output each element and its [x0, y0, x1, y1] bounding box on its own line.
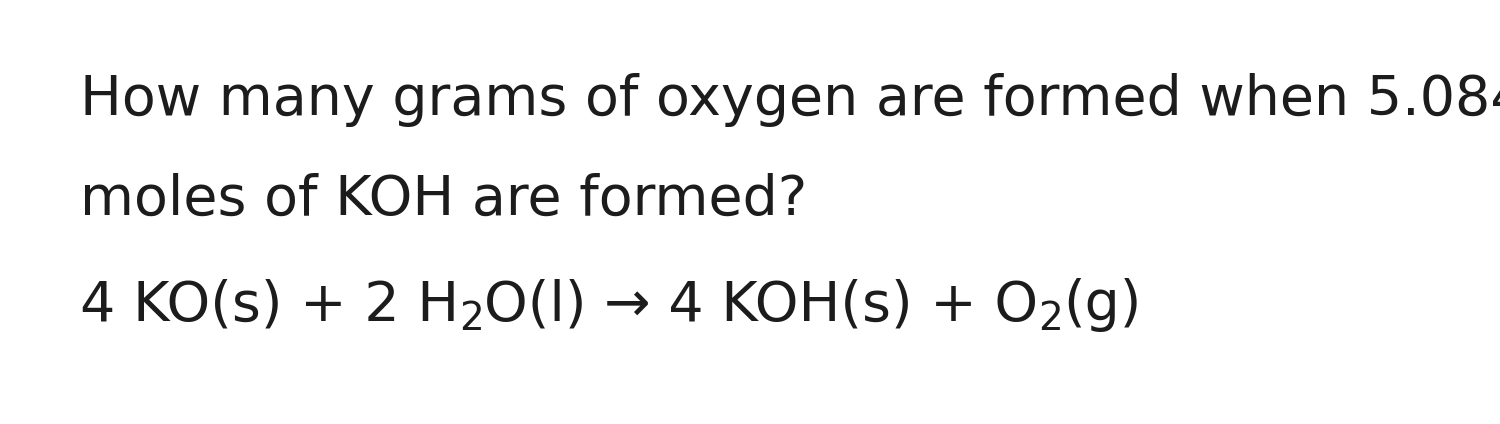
Text: (g): (g) [1062, 278, 1142, 332]
Text: 2: 2 [1038, 300, 1062, 338]
Text: moles of KOH are formed?: moles of KOH are formed? [80, 173, 807, 227]
Text: O(l) → 4 KOH(s) + O: O(l) → 4 KOH(s) + O [484, 278, 1038, 332]
Text: How many grams of oxygen are formed when 5.084: How many grams of oxygen are formed when… [80, 73, 1500, 127]
Text: 2: 2 [459, 300, 484, 338]
Text: 4 KO(s) + 2 H: 4 KO(s) + 2 H [80, 278, 459, 332]
